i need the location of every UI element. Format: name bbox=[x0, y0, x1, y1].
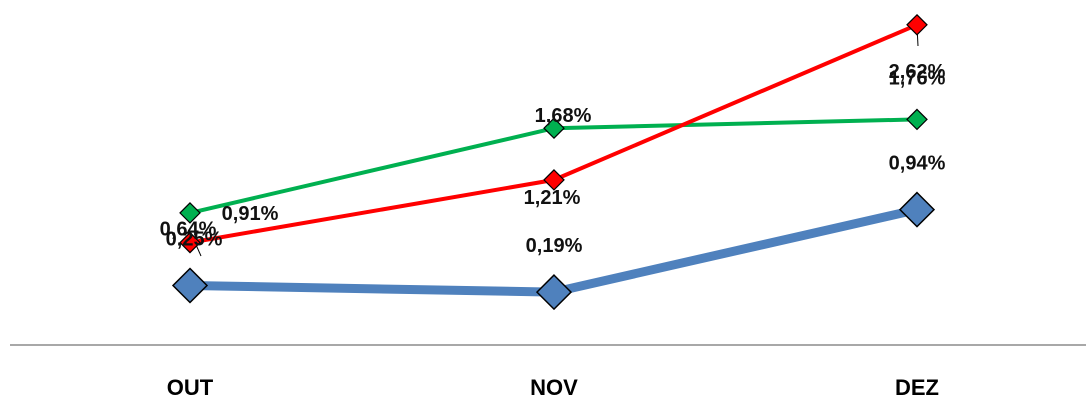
data-label-blue-nov: 0,19% bbox=[526, 235, 583, 257]
marker-blue-dez bbox=[898, 191, 936, 228]
marker-green-dez bbox=[906, 108, 928, 131]
marker-green-nov bbox=[543, 117, 565, 140]
marker-red-dez bbox=[906, 13, 928, 36]
data-label-red-out: 0,64% bbox=[160, 219, 217, 241]
category-label-dez: DEZ bbox=[895, 375, 939, 400]
category-label-nov: NOV bbox=[530, 375, 578, 400]
marker-red-out bbox=[179, 231, 201, 254]
data-label-green-dez: 1,76% bbox=[889, 67, 946, 89]
marker-red-nov bbox=[543, 169, 565, 191]
marker-blue-nov bbox=[535, 274, 573, 311]
data-label-red-dez: 2,62% bbox=[889, 61, 946, 83]
data-labels: 0,25% 0,19% 0,94% 0,91% 1,68% 1,76% 0,64% 1,21%… bbox=[160, 61, 946, 257]
data-label-green-out: 0,91% bbox=[222, 203, 279, 225]
category-labels: OUT NOV DEZ bbox=[167, 375, 939, 400]
data-label-green-nov: 1,68% bbox=[535, 105, 592, 127]
data-label-red-nov: 1,21% bbox=[524, 187, 581, 209]
data-label-blue-out: 0,25% bbox=[166, 229, 223, 251]
category-label-out: OUT bbox=[167, 375, 214, 400]
marker-green-out bbox=[179, 202, 201, 224]
marker-blue-out bbox=[171, 267, 209, 304]
markers bbox=[171, 13, 936, 311]
data-label-blue-dez: 0,94% bbox=[889, 153, 946, 175]
